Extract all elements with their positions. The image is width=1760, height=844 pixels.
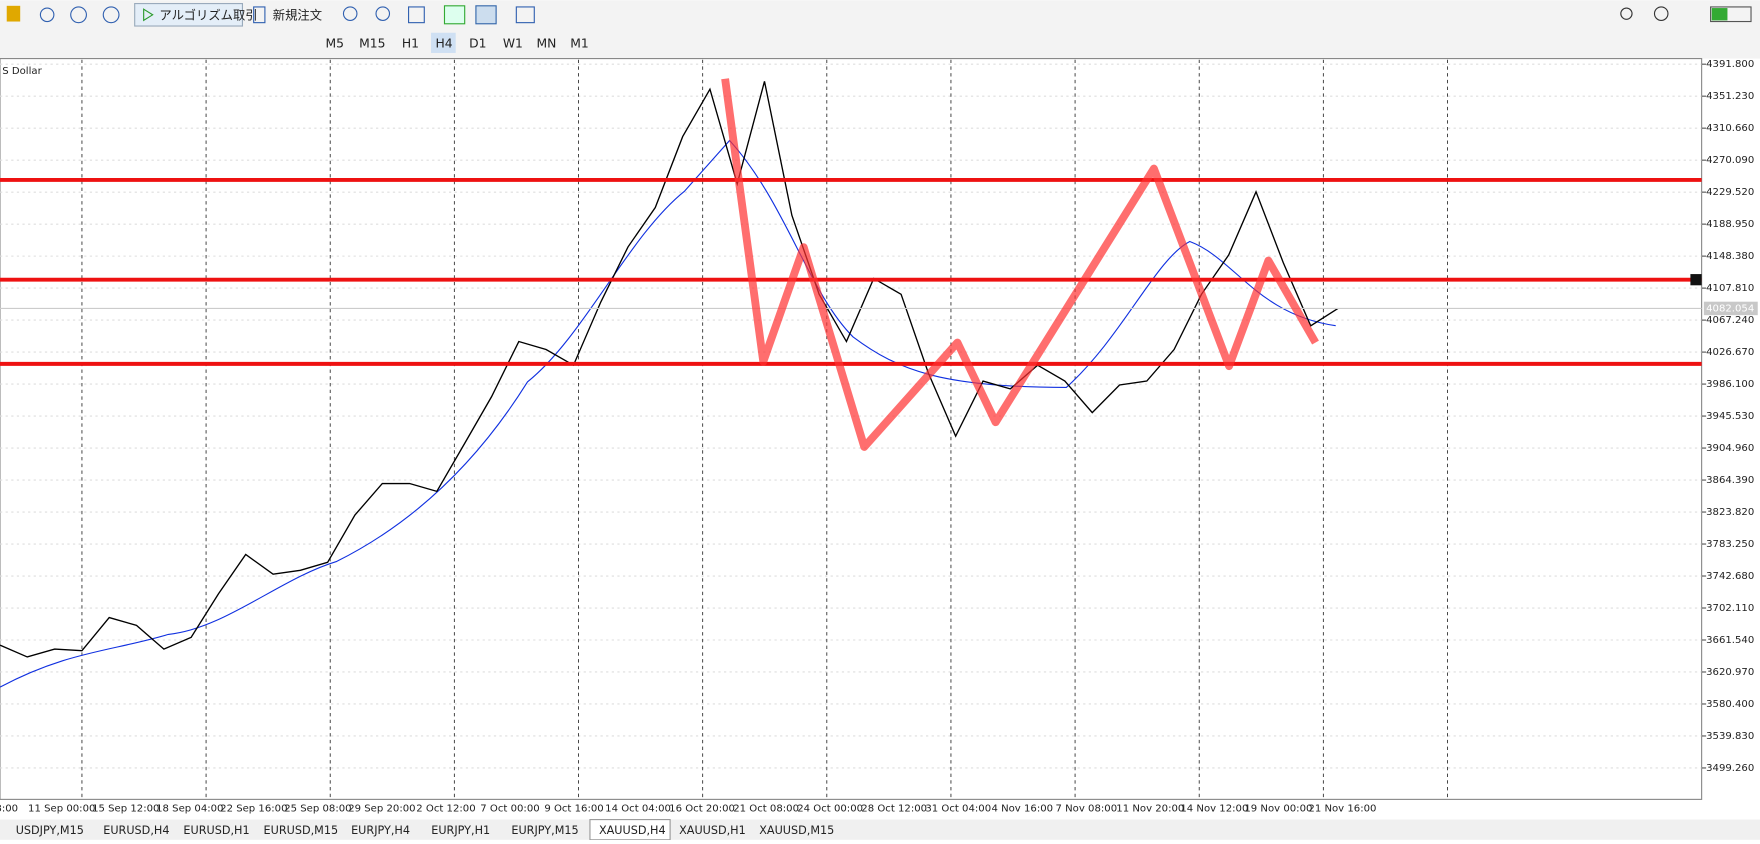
- x-tick-label: 19 Nov 00:00: [1244, 803, 1312, 814]
- toolbar: アルゴリズム取引 新規注文: [6, 3, 1752, 27]
- y-tick-label: 4107.810: [1706, 283, 1754, 294]
- tab[interactable]: XAUUSD,H4: [599, 824, 666, 837]
- icon: [70, 6, 87, 24]
- y-tick-label: 4270.090: [1706, 155, 1754, 166]
- timeframe[interactable]: M1: [570, 36, 588, 50]
- tab[interactable]: XAUUSD,M15: [759, 824, 834, 837]
- tab[interactable]: USDJPY,M15: [16, 824, 84, 837]
- timeframe[interactable]: M15: [359, 36, 385, 50]
- x-tick-label: 15 Sep 12:00: [92, 803, 159, 814]
- x-tick-label: 4 Nov 16:00: [991, 803, 1053, 814]
- y-tick-label: 3783.250: [1706, 539, 1754, 550]
- icon: [143, 8, 154, 22]
- y-tick-label: 4310.660: [1706, 123, 1754, 134]
- y-tick-label: 4067.240: [1706, 315, 1754, 326]
- y-tick-label: 3539.830: [1706, 731, 1754, 742]
- y-tick-label: 4188.950: [1706, 219, 1754, 230]
- y-tick-label: 3499.260: [1706, 763, 1754, 774]
- icon: [102, 6, 120, 24]
- tab[interactable]: EURUSD,M15: [264, 824, 339, 837]
- x-tick-label: 9 Oct 16:00: [544, 803, 603, 814]
- x-tick-label: 11 Nov 20:00: [1116, 803, 1184, 814]
- tab[interactable]: EURUSD,H1: [183, 824, 249, 837]
- icon: [39, 7, 55, 23]
- search[interactable]: [1620, 7, 1633, 20]
- x-tick-label: 24 Oct 00:00: [797, 803, 863, 814]
- price-tag: [1703, 301, 1758, 316]
- y-tick-label: 3620.970: [1706, 667, 1754, 678]
- plot: 4082.054: [0, 81, 1758, 658]
- timeframe[interactable]: MN: [537, 36, 557, 50]
- battery-level: [1711, 8, 1728, 21]
- algo-label: アルゴリズム取引: [159, 7, 257, 22]
- y-tick-label: 4229.520: [1706, 187, 1754, 198]
- x-tick-label: 7 Oct 00:00: [480, 803, 539, 814]
- scroll-btn[interactable]: [443, 5, 466, 25]
- tabs: USDJPY,M15 EURUSD,H4 EURUSD,H1 EURUSD,M15 EU…: [16, 819, 834, 841]
- x-tick-label: 22 Sep 16:00: [220, 803, 287, 814]
- timeframe-active: [431, 32, 456, 53]
- x-tick-label: 25 Sep 08:00: [284, 803, 351, 814]
- timeframe[interactable]: W1: [503, 36, 523, 50]
- battery: [1710, 6, 1752, 23]
- shift-btn[interactable]: [475, 5, 497, 25]
- y-tick-label: 4148.380: [1706, 251, 1754, 262]
- new-order-label[interactable]: 新規注文: [273, 7, 322, 22]
- y-tick-label: 3702.110: [1706, 603, 1754, 614]
- y-tick-label: 3945.530: [1706, 411, 1754, 422]
- grid: 4391.800 4351.230 4310.660 4270.090 4229.520…: [0, 59, 1754, 814]
- algo-button[interactable]: [134, 3, 244, 27]
- x-tick-label: 16 Oct 20:00: [669, 803, 735, 814]
- y-tick-label: 4351.230: [1706, 91, 1754, 102]
- x-tick-label: 14 Oct 04:00: [605, 803, 671, 814]
- account[interactable]: [1653, 6, 1669, 21]
- chart-area: [0, 58, 1703, 800]
- y-tick-label: 3742.680: [1706, 571, 1754, 582]
- x-tick-label: 18 Sep 04:00: [156, 803, 223, 814]
- tab[interactable]: EURJPY,H4: [351, 824, 410, 837]
- tab[interactable]: EURJPY,M15: [511, 824, 578, 837]
- x-tick-label: 2 Oct 12:00: [416, 803, 475, 814]
- tab[interactable]: XAUUSD,H1: [679, 824, 746, 837]
- x-tick-label: 7 Nov 08:00: [1055, 803, 1117, 814]
- y-tick-label: 3661.540: [1706, 635, 1754, 646]
- y-tick-label: 3864.390: [1706, 475, 1754, 486]
- tab[interactable]: EURUSD,H4: [103, 824, 169, 837]
- timeframe[interactable]: D1: [469, 36, 486, 50]
- new-order-icon[interactable]: [253, 6, 266, 24]
- price-line: [0, 81, 1339, 658]
- y-tick-label: 3580.400: [1706, 699, 1754, 710]
- x-tick-label: 28 Oct 12:00: [861, 803, 927, 814]
- x-tick-label: 29 Sep 20:00: [348, 803, 415, 814]
- x-tick-label: 21 Oct 08:00: [733, 803, 799, 814]
- x-tick-label: 31 Oct 04:00: [925, 803, 991, 814]
- y-tick-label: 3986.100: [1706, 379, 1754, 390]
- timeframes: M5 M15 H1 H4 D1 W1 MN M1: [326, 32, 589, 53]
- zoom-in[interactable]: [342, 6, 358, 21]
- moving-average: [0, 139, 1336, 688]
- x-tick-label: 14 Nov 12:00: [1180, 803, 1248, 814]
- screenshot-btn[interactable]: [515, 6, 535, 24]
- y-tick-label: 4391.800: [1706, 59, 1754, 70]
- price-tag-label: 4082.054: [1706, 303, 1754, 314]
- timeframe[interactable]: H4: [436, 36, 453, 50]
- timeframe[interactable]: M5: [326, 36, 344, 50]
- tab-bar: [0, 819, 1760, 840]
- x-tick-label: 8:00: [0, 803, 18, 814]
- timeframe[interactable]: H1: [402, 36, 419, 50]
- y-tick-label: 3823.820: [1706, 507, 1754, 518]
- symbol: S Dollar: [2, 66, 42, 77]
- icon: [6, 5, 21, 22]
- toolbar-bg: [0, 0, 1760, 59]
- tab[interactable]: EURJPY,H1: [431, 824, 490, 837]
- x-tick-label: 21 Nov 16:00: [1308, 803, 1376, 814]
- x-tick-label: 11 Sep 00:00: [28, 803, 95, 814]
- zoom-out[interactable]: [375, 6, 391, 21]
- y-tick-label: 4026.670: [1706, 347, 1754, 358]
- grid-btn[interactable]: [408, 6, 425, 24]
- zigzag-annotation: [721, 78, 1319, 451]
- y-tick-label: 3904.960: [1706, 443, 1754, 454]
- level-handle[interactable]: [1690, 274, 1702, 286]
